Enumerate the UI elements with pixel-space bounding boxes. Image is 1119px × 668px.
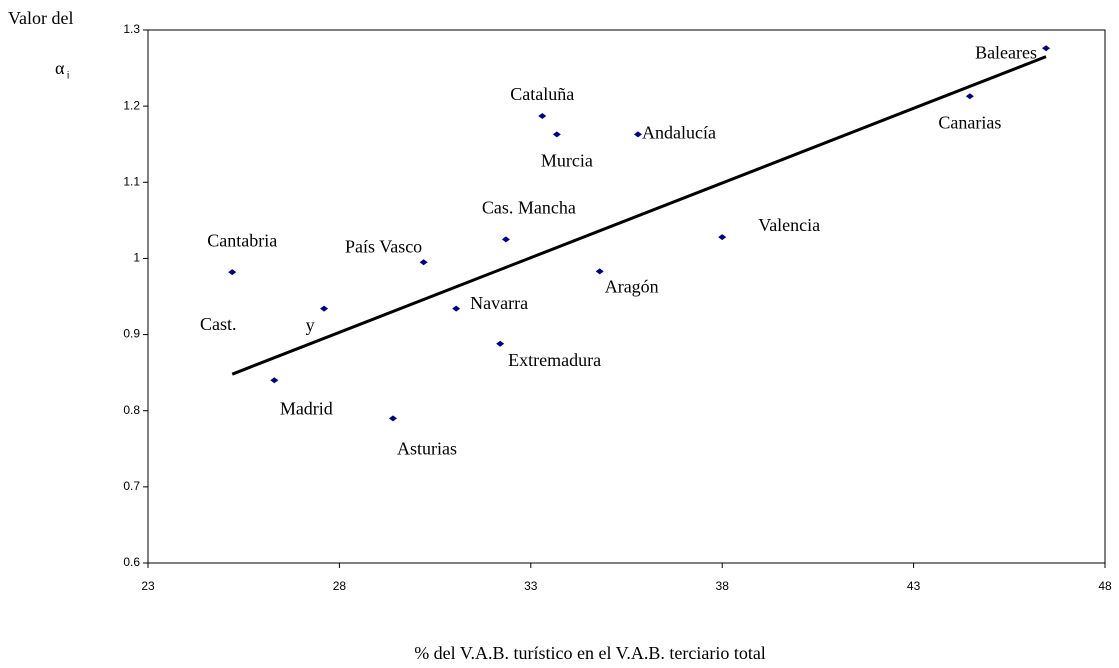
- trend-line: [231, 55, 1047, 376]
- x-tick-label: 23: [141, 579, 155, 593]
- point: [538, 113, 547, 120]
- point-label: Extremadura: [508, 350, 601, 370]
- point: [452, 305, 461, 312]
- y-axis-subscript: i: [67, 71, 69, 82]
- point: [552, 131, 561, 138]
- point-label: Cantabria: [207, 230, 277, 250]
- point-label: Murcia: [541, 150, 593, 170]
- point: [388, 415, 397, 422]
- point-label: Cas. Mancha: [482, 198, 576, 218]
- point-label: Canarias: [938, 112, 1001, 132]
- y-tick-label: 1.1: [123, 174, 140, 188]
- point: [320, 305, 329, 312]
- point-label: Madrid: [280, 398, 333, 418]
- point-label: Andalucía: [642, 122, 716, 142]
- y-tick-label: 0.6: [123, 555, 140, 569]
- point-label: Asturias: [397, 438, 457, 458]
- x-tick-label: 38: [716, 579, 730, 593]
- annotation: Cast.: [200, 314, 237, 334]
- point: [965, 93, 974, 100]
- x-tick-label: 43: [907, 579, 921, 593]
- point: [270, 377, 279, 384]
- point: [228, 269, 237, 276]
- point-label: País Vasco: [345, 236, 422, 256]
- y-tick-label: 1.3: [123, 22, 140, 36]
- x-tick-label: 48: [1098, 579, 1112, 593]
- point: [633, 131, 642, 138]
- point-label: y: [306, 315, 315, 335]
- point-label: Baleares: [975, 42, 1037, 62]
- point: [501, 236, 510, 243]
- point: [718, 234, 727, 241]
- point: [1042, 45, 1051, 52]
- y-tick-label: 0.7: [123, 479, 140, 493]
- x-axis-title: % del V.A.B. turístico en el V.A.B. terc…: [414, 643, 766, 663]
- y-tick-label: 1: [133, 251, 140, 265]
- point: [496, 340, 505, 347]
- point-label: Navarra: [470, 293, 528, 313]
- point-label: Valencia: [758, 215, 820, 235]
- x-tick-label: 33: [524, 579, 538, 593]
- y-axis-title: Valor del: [8, 8, 73, 28]
- x-tick-label: 28: [333, 579, 347, 593]
- point: [595, 268, 604, 275]
- y-tick-label: 0.8: [123, 403, 140, 417]
- y-tick-label: 1.2: [123, 98, 140, 112]
- y-tick-label: 0.9: [123, 327, 140, 341]
- point-label: Cataluña: [510, 84, 574, 104]
- point-label: Aragón: [605, 276, 659, 296]
- plot-frame: [147, 29, 1106, 564]
- point: [419, 259, 428, 266]
- y-axis-symbol: α: [55, 58, 65, 78]
